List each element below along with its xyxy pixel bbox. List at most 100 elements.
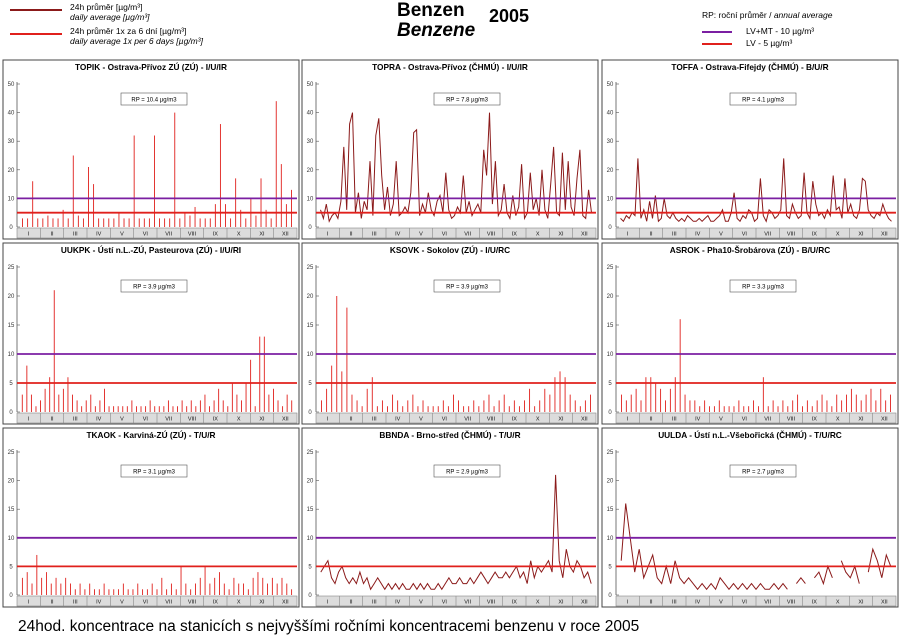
month-tick-label: IX [812,600,818,606]
month-tick-label: V [120,600,124,606]
y-tick-label: 25 [607,450,614,456]
y-tick-label: 20 [607,168,614,174]
month-tick-label: V [120,417,124,423]
rp-header-cz: RP: roční průměr / [702,10,772,20]
month-tick-label: XII [881,600,888,606]
y-tick-label: 40 [607,111,614,117]
month-tick-label: IV [695,417,701,423]
month-tick-label: XI [558,600,564,606]
lv-legend-line [702,43,732,45]
month-tick-label: IX [213,417,219,423]
y-tick-label: 30 [607,139,614,145]
rp-label: RP = 10.4 µg/m3 [131,98,177,104]
legend-sixday-en: daily average 1x per 6 days [µg/m³] [70,36,203,46]
month-tick-label: VI [442,417,448,423]
month-tick-label: VIII [188,417,197,423]
month-tick-label: II [649,600,653,606]
data-line [320,474,592,591]
month-tick-label: I [327,417,329,423]
rp-header-en: annual average [773,10,833,20]
rp-header: RP: roční průměr / annual average [702,10,832,20]
month-tick-label: XI [259,417,265,423]
panel-frame [301,427,599,608]
month-tick-label: IV [96,232,102,238]
chart-panel-1: TOPIK - Ostrava-Přívoz ZÚ (ZÚ) - I/U/IR 0… [2,59,300,240]
month-tick-label: XII [282,600,289,606]
legend-sixday-cz: 24h průměr 1x za 6 dní [µg/m³] [70,26,187,36]
y-tick-label: 5 [9,564,13,570]
month-tick-label: XII [881,232,888,238]
month-tick-label: II [349,417,353,423]
month-tick-label: VI [143,417,149,423]
month-tick-label: VIII [487,600,496,606]
y-tick-label: 25 [8,265,15,271]
y-tick-label: 0 [308,410,312,416]
month-tick-label: X [836,232,840,238]
main-title-year: 2005 [489,6,530,26]
panel-title: KSOVK - Sokolov (ZÚ) - I/U/RC [390,244,510,255]
panel-frame [301,242,599,425]
month-tick-label: XI [259,600,265,606]
panel-frame [2,427,300,608]
month-tick-label: XI [558,232,564,238]
month-tick-label: VII [464,417,471,423]
month-tick-label: VI [742,600,748,606]
y-tick-label: 20 [307,168,314,174]
month-tick-label: V [719,417,723,423]
month-tick-label: VIII [487,232,496,238]
legend-line-daily [10,9,62,11]
chart-panel-3: TOFFA - Ostrava-Fifejdy (ČHMÚ) - B/U/R 0 1… [601,59,899,240]
series-legend: 24h průměr [µg/m³] daily average [µg/m³]… [10,2,240,48]
month-tick-label: XI [259,232,265,238]
y-tick-label: 15 [307,507,314,513]
y-tick-label: 10 [607,536,614,542]
rp-label: RP = 2.9 µg/m3 [446,470,489,476]
month-tick-label: X [237,232,241,238]
month-tick-label: V [719,232,723,238]
month-tick-label: I [627,417,629,423]
month-tick-label: X [836,417,840,423]
panel-title: TOPIK - Ostrava-Přívoz ZÚ (ZÚ) - I/U/IR [75,61,227,72]
month-tick-label: V [719,600,723,606]
y-tick-label: 40 [307,111,314,117]
y-tick-label: 20 [307,294,314,300]
rp-label: RP = 3.1 µg/m3 [133,470,176,476]
month-tick-label: XII [581,232,588,238]
y-tick-label: 15 [607,323,614,329]
lv-legend-label: LV - 5 µg/m³ [746,38,793,48]
data-line [620,158,892,223]
month-tick-label: VII [165,232,172,238]
data-line [320,112,592,223]
month-tick-label: III [372,232,377,238]
month-tick-label: III [672,417,677,423]
rp-label: RP = 3.9 µg/m3 [133,285,176,291]
y-tick-label: 25 [8,450,15,456]
month-tick-label: IV [395,417,401,423]
rp-box [433,279,501,293]
y-tick-label: 10 [607,352,614,358]
chart-panel-2: TOPRA - Ostrava-Přívoz (ČHMÚ) - I/U/IR 0 1… [301,59,599,240]
y-tick-label: 10 [607,196,614,202]
month-tick-label: X [536,600,540,606]
month-tick-label: IX [512,600,518,606]
y-tick-label: 0 [308,225,312,231]
panel-frame [2,59,300,240]
month-tick-label: III [73,417,78,423]
month-tick-label: IX [812,232,818,238]
month-tick-label: VII [165,417,172,423]
y-tick-label: 20 [607,479,614,485]
rp-box [433,464,501,478]
y-tick-label: 10 [307,196,314,202]
month-tick-label: VII [764,417,771,423]
month-tick-label: II [649,232,653,238]
rp-box [729,464,797,478]
month-tick-label: IV [395,600,401,606]
month-tick-label: VII [764,232,771,238]
month-tick-label: V [419,417,423,423]
y-tick-label: 10 [307,536,314,542]
main-title-en: Benzene [397,20,476,41]
y-tick-label: 10 [8,196,15,202]
month-tick-label: IV [96,600,102,606]
legend-daily-cz: 24h průměr [µg/m³] [70,2,143,12]
month-tick-label: IX [213,600,219,606]
